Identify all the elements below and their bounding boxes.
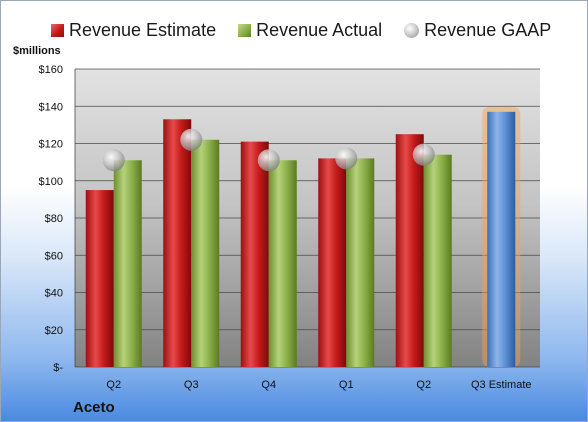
gridlines [74, 68, 540, 368]
marker-revenue-gaap [335, 147, 358, 170]
bar-revenue-estimate [318, 158, 347, 367]
bar-revenue-estimate [395, 134, 424, 367]
bars [85, 106, 521, 368]
bar-revenue-actual [346, 158, 375, 367]
y-tick-label: $100 [39, 176, 63, 188]
legend-swatch-actual [238, 23, 252, 37]
y-tick-label: $80 [45, 213, 63, 225]
x-tick-label: Q2 [416, 379, 431, 391]
legend-item-estimate: Revenue Estimate [51, 20, 216, 41]
bar-revenue-estimate [85, 190, 114, 367]
legend-swatch-estimate [51, 23, 64, 37]
y-tick-label: $60 [45, 250, 63, 262]
x-tick-label: Q3 [184, 379, 199, 391]
marker-revenue-gaap [257, 149, 280, 172]
legend-item-gaap: Revenue GAAP [404, 20, 551, 41]
bar-revenue-actual [191, 139, 220, 367]
x-tick-label: Q1 [339, 379, 354, 391]
bar-revenue-actual [423, 154, 452, 367]
marker-revenue-gaap [102, 149, 125, 172]
x-tick-label: Q2 [106, 379, 121, 391]
legend-label-estimate: Revenue Estimate [69, 19, 217, 40]
y-axis-units-label: $millions [13, 45, 61, 57]
y-tick-label: $- [53, 362, 63, 374]
bar-revenue-forecast [487, 111, 516, 368]
marker-revenue-gaap [180, 128, 203, 151]
y-tick-label: $20 [45, 325, 63, 337]
legend-label-gaap: Revenue GAAP [424, 19, 552, 40]
bar-revenue-actual [268, 160, 297, 367]
axis-labels: $- $20 $40 $60 $80 $100 $120 $140 $160 Q2 Q3 Q4 Q1 Q2… [39, 64, 532, 391]
bar-revenue-actual [113, 160, 142, 367]
legend-label-actual: Revenue Actual [256, 19, 383, 40]
marker-revenue-gaap [412, 143, 435, 166]
bar-revenue-estimate [240, 141, 269, 367]
y-tick-label: $160 [39, 64, 63, 76]
legend-item-actual: Revenue Actual [238, 20, 382, 41]
legend: Revenue Estimate Revenue Actual Revenue … [51, 17, 551, 43]
y-tick-label: $120 [39, 139, 63, 151]
bar-revenue-estimate [163, 119, 192, 367]
legend-swatch-gaap [404, 22, 420, 38]
y-tick-label: $140 [39, 101, 63, 113]
x-tick-label: Q4 [261, 379, 276, 391]
company-name: Aceto [73, 399, 115, 416]
x-tick-label: Q3 Estimate [471, 379, 532, 391]
gaap-markers [102, 128, 435, 172]
y-tick-label: $40 [45, 288, 63, 300]
